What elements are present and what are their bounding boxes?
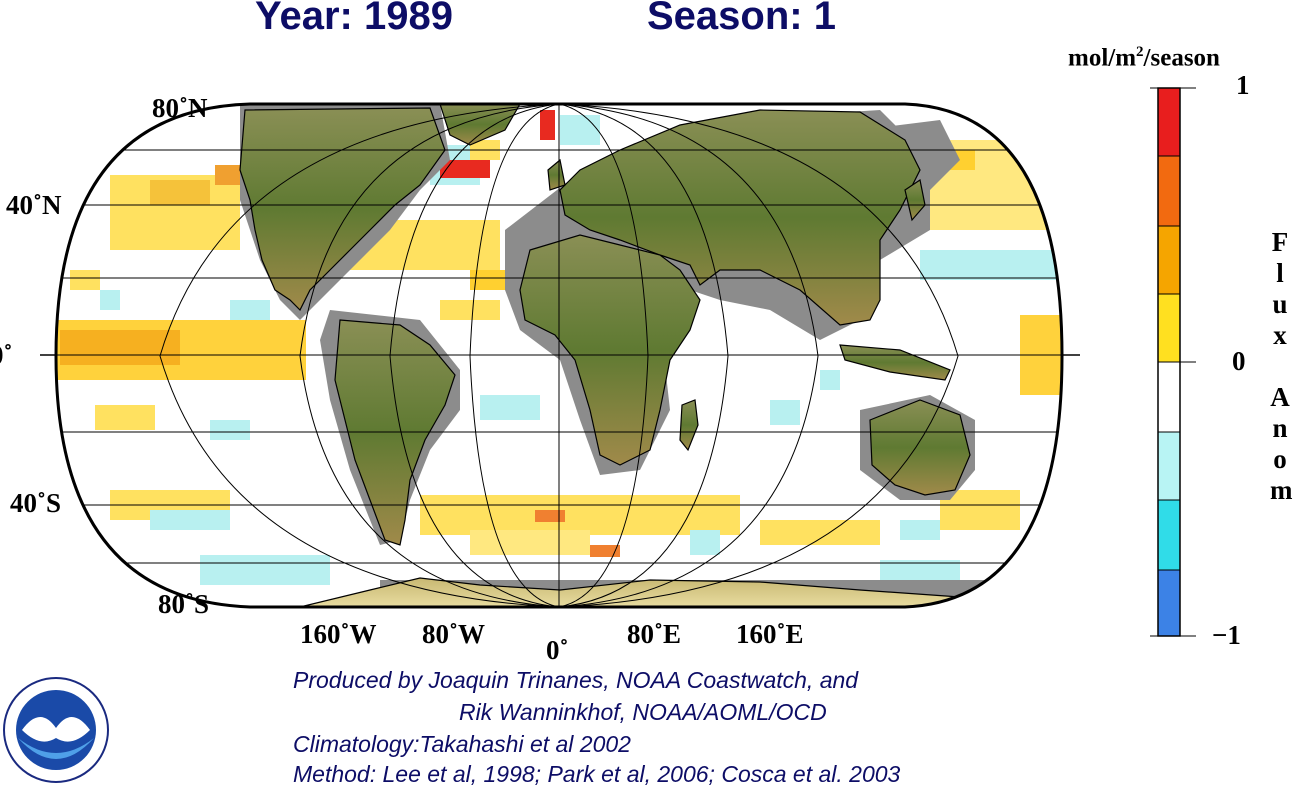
colorbar bbox=[1150, 87, 1196, 637]
anom-letter-n: n bbox=[1272, 413, 1288, 443]
lon-label-80e: 80˚E bbox=[627, 619, 681, 649]
flux-letter-u: u bbox=[1272, 289, 1288, 319]
flux-letter-l: l bbox=[1276, 258, 1284, 288]
lon-label-80w: 80˚W bbox=[422, 619, 485, 649]
map-outline bbox=[54, 102, 1064, 609]
flux-letter-x: x bbox=[1273, 320, 1287, 350]
colorbar-label-flux: F l u x bbox=[1270, 227, 1290, 351]
credit-line-3: Climatology:Takahashi et al 2002 bbox=[293, 731, 631, 757]
colorbar-tick-mid: 0 bbox=[1232, 346, 1246, 376]
colorbar-unit: mol/m2/season bbox=[1068, 44, 1220, 72]
lat-label-80s: 80˚S bbox=[158, 589, 210, 619]
australia bbox=[869, 399, 971, 496]
uk bbox=[547, 158, 566, 191]
anom-letter-m: m bbox=[1270, 475, 1293, 505]
title-year: Year: 1989 bbox=[255, 0, 453, 38]
lat-label-40s: 40˚S bbox=[10, 488, 62, 518]
lat-label-0: 0˚ bbox=[0, 340, 13, 370]
credit-line-1: Produced by Joaquin Trinanes, NOAA Coast… bbox=[293, 667, 859, 693]
colorbar-tick-max: 1 bbox=[1236, 70, 1250, 100]
anom-letter-a: A bbox=[1270, 382, 1290, 412]
north-america bbox=[239, 107, 446, 312]
credit-line-2: Rik Wanninkhof, NOAA/AOML/OCD bbox=[459, 699, 827, 725]
anom-letter-o: o bbox=[1273, 444, 1287, 474]
eurasia bbox=[559, 109, 921, 326]
title-season: Season: 1 bbox=[647, 0, 836, 38]
indonesia bbox=[839, 344, 951, 381]
colorbar-tick-min: −1 bbox=[1212, 620, 1241, 650]
noaa-logo bbox=[3, 677, 109, 783]
lon-label-160w: 160˚W bbox=[300, 619, 377, 649]
colorbar-label-anom: A n o m bbox=[1270, 382, 1293, 506]
madagascar bbox=[679, 399, 699, 452]
map-body bbox=[56, 104, 1062, 607]
credit-line-4: Method: Lee et al, 1998; Park et al, 200… bbox=[293, 761, 901, 787]
flux-letter-f: F bbox=[1271, 227, 1289, 257]
lon-label-160e: 160˚E bbox=[736, 619, 804, 649]
lat-label-80n: 80˚N bbox=[152, 93, 208, 123]
lon-label-0: 0˚ bbox=[546, 635, 569, 665]
africa bbox=[519, 234, 701, 466]
lat-label-40n: 40˚N bbox=[6, 190, 62, 220]
graticule bbox=[56, 104, 1062, 607]
